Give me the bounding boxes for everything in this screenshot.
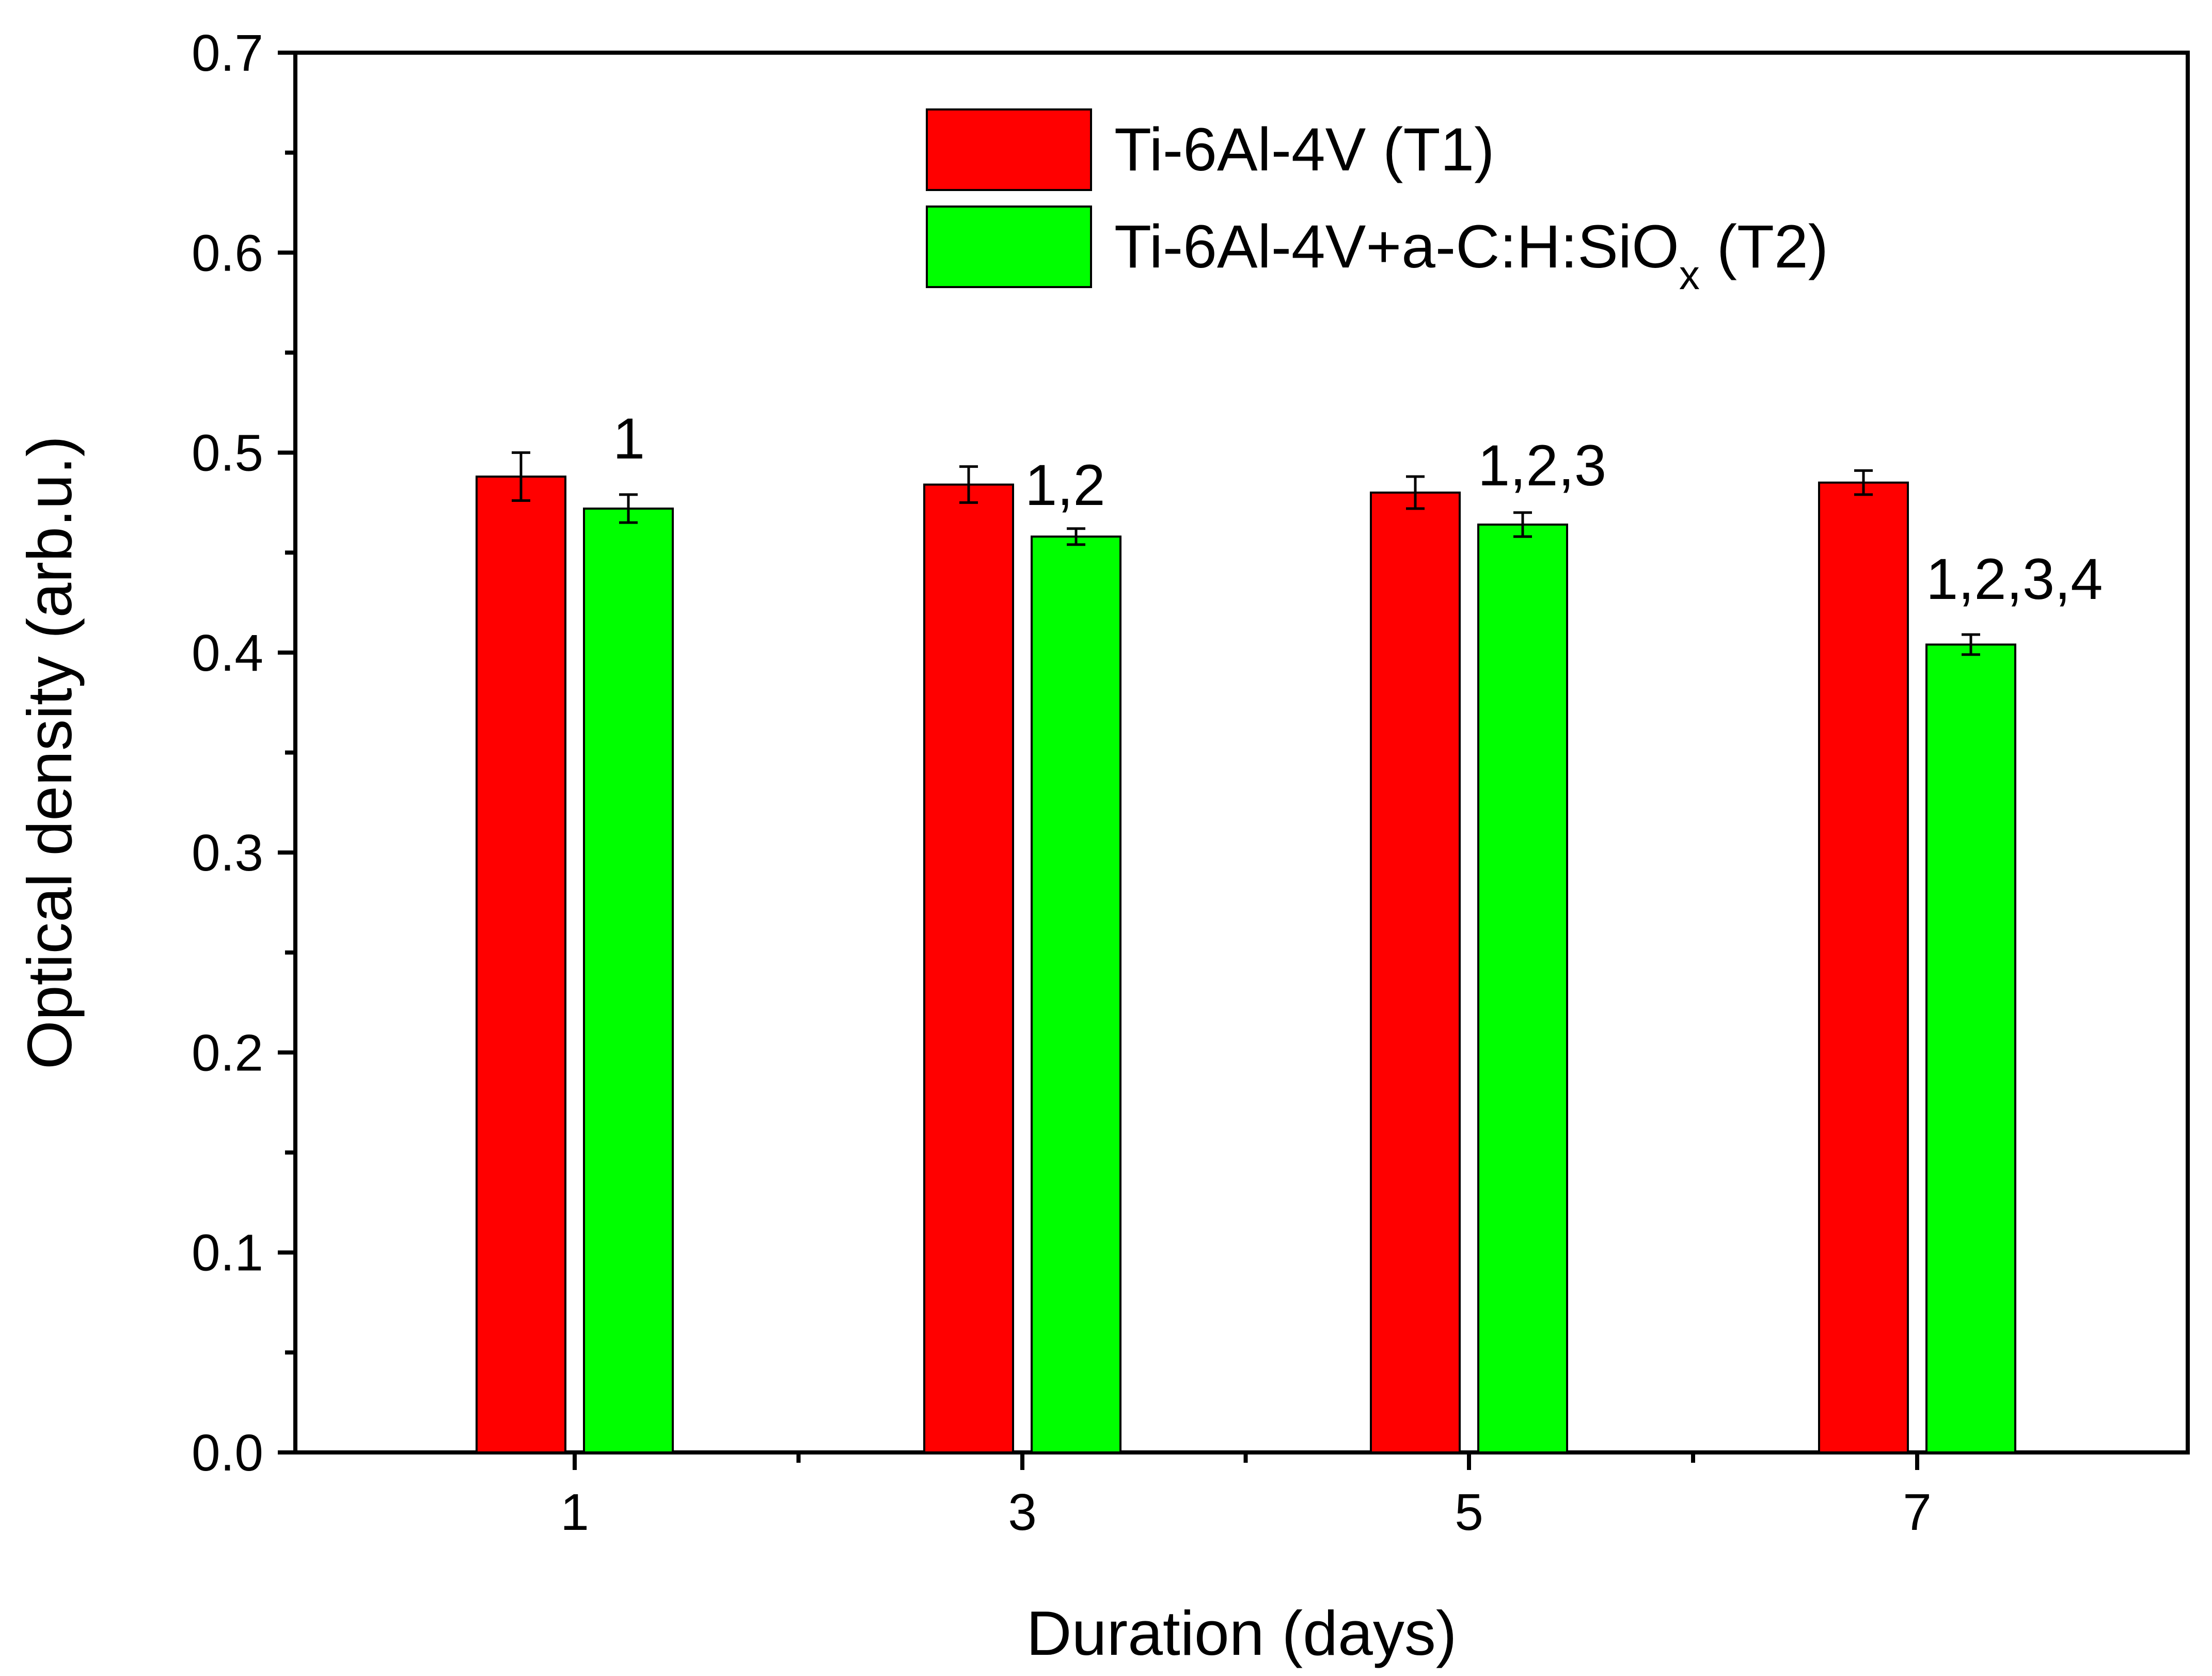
- bar-series-1-day-3: [923, 483, 1014, 1454]
- legend-label-series-2: Ti-6Al-4V+a-C:H:SiOx (T2): [1114, 213, 1828, 298]
- y-tick-label: 0.0: [192, 1424, 263, 1482]
- x-tick-label: 1: [560, 1483, 589, 1541]
- bar-series-2-day-1: [583, 508, 674, 1453]
- legend-label-subscript: x: [1679, 252, 1700, 298]
- bar-series-1-day-5: [1370, 492, 1461, 1453]
- bar-series-2-day-5: [1477, 523, 1568, 1453]
- bar-series-1-day-7: [1818, 481, 1909, 1453]
- legend-label-text: Ti-6Al-4V (T1): [1114, 116, 1494, 184]
- y-tick-label: 0.7: [192, 24, 263, 82]
- significance-label: 1,2,3: [1478, 433, 1606, 498]
- y-tick-label: 0.2: [192, 1024, 263, 1082]
- legend-label-text: Ti-6Al-4V+a-C:H:SiO: [1114, 213, 1679, 281]
- y-tick-label: 0.6: [192, 224, 263, 282]
- legend-swatch-series-2: [926, 205, 1092, 288]
- bar-series-2-day-7: [1925, 643, 2016, 1453]
- legend-label-series-1: Ti-6Al-4V (T1): [1114, 116, 1494, 184]
- x-tick-label: 7: [1903, 1483, 1932, 1541]
- x-tick-label: 5: [1455, 1483, 1483, 1541]
- significance-label: 1,2: [1025, 453, 1105, 517]
- y-axis-title: Optical density (arb.u.): [14, 436, 85, 1069]
- x-tick-label: 3: [1008, 1483, 1037, 1541]
- y-tick-label: 0.3: [192, 824, 263, 882]
- significance-label: 1,2,3,4: [1926, 547, 2103, 611]
- bar-series-1-day-1: [476, 476, 566, 1454]
- bar-series-2-day-3: [1031, 535, 1121, 1453]
- x-axis-title: Duration (days): [1026, 1598, 1457, 1668]
- y-tick-label: 0.4: [192, 624, 263, 682]
- significance-label: 1: [613, 406, 645, 471]
- legend-swatch-series-1: [926, 108, 1092, 191]
- y-tick-label: 0.5: [192, 424, 263, 482]
- legend-label-tail: (T2): [1700, 213, 1828, 281]
- y-tick-label: 0.1: [192, 1224, 263, 1282]
